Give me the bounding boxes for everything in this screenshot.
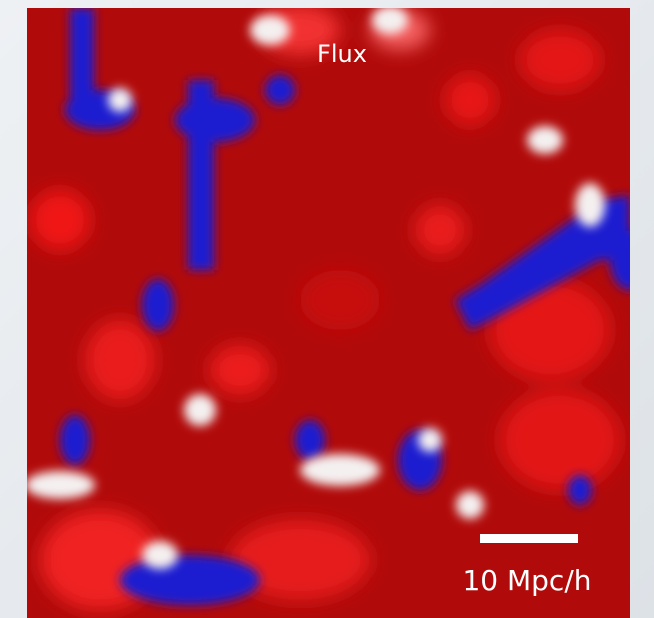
map-image	[27, 8, 630, 618]
scale-bar-label: 10 Mpc/h	[462, 564, 591, 597]
scale-bar	[480, 534, 578, 543]
panel-title: Flux	[317, 40, 367, 68]
